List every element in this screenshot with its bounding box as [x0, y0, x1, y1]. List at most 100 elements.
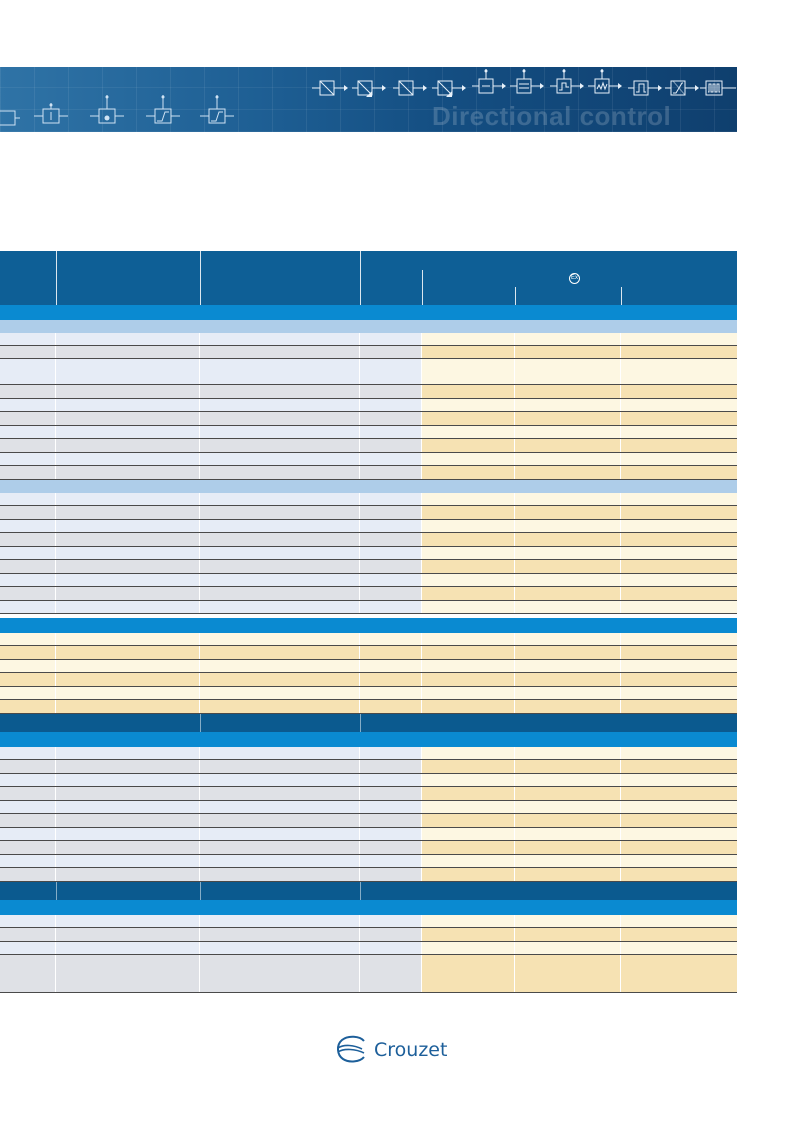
table-cell: [422, 453, 515, 465]
table-cell: [200, 346, 360, 358]
table-cell: [621, 560, 737, 573]
table-cell: [422, 466, 515, 479]
table-cell: [0, 547, 56, 559]
wave-symbol-icon: [588, 69, 624, 97]
table-cell: [0, 506, 56, 519]
table-cell: [200, 673, 360, 686]
table-row: [0, 601, 737, 614]
table-row: [0, 760, 737, 774]
table-cell: [422, 774, 515, 786]
sensor-symbol-icon: [510, 69, 546, 97]
table-cell: [360, 747, 422, 759]
crouzet-logo-icon: [337, 1035, 365, 1063]
table-cell: [360, 760, 422, 773]
table-cell: [360, 855, 422, 867]
table-cell: [200, 787, 360, 800]
table-cell: [200, 399, 360, 411]
table-row: [0, 855, 737, 868]
section-header: [0, 732, 737, 747]
table-row: [0, 560, 737, 574]
table-row: [0, 787, 737, 801]
table-cell: [200, 855, 360, 867]
table-row: [0, 359, 737, 385]
table-cell: [200, 412, 360, 425]
table-cell: [56, 587, 200, 600]
table-cell: [515, 646, 621, 659]
table-body-block: [0, 333, 737, 480]
table-cell: [0, 942, 56, 954]
table-cell: [422, 533, 515, 546]
table-cell: [56, 646, 200, 659]
table-cell: [621, 601, 737, 613]
table-cell: [200, 801, 360, 813]
table-row: [0, 660, 737, 673]
table-body-block: [0, 493, 737, 614]
table-cell: [200, 660, 360, 672]
table-cell: [621, 520, 737, 532]
table-cell: [422, 828, 515, 840]
table-cell: [621, 841, 737, 854]
table-cell: [515, 385, 621, 398]
table-cell: [360, 687, 422, 699]
table-cell: [621, 646, 737, 659]
table-row: [0, 915, 737, 928]
table-cell: [360, 633, 422, 645]
table-cell: [422, 506, 515, 519]
table-cell: [200, 760, 360, 773]
table-cell: [0, 955, 56, 992]
table-row: [0, 466, 737, 480]
table-cell: [515, 868, 621, 881]
header-divider: [621, 287, 622, 305]
table-cell: [0, 814, 56, 827]
table-cell: [360, 646, 422, 659]
table-cell: [0, 385, 56, 398]
table-cell: [515, 774, 621, 786]
table-cell: [0, 346, 56, 358]
table-cell: [56, 700, 200, 713]
table-cell: [0, 453, 56, 465]
table-cell: [621, 574, 737, 586]
table-cell: [200, 506, 360, 519]
table-cell: [56, 747, 200, 759]
table-cell: [422, 868, 515, 881]
table-row: [0, 955, 737, 993]
table-cell: [200, 560, 360, 573]
table-cell: [56, 687, 200, 699]
valve-arrow-symbol-icon: [432, 79, 468, 99]
table-cell: [515, 439, 621, 452]
table-cell: [515, 814, 621, 827]
table-cell: [200, 520, 360, 532]
table-cell: [200, 700, 360, 713]
table-cell: [422, 587, 515, 600]
table-row: [0, 346, 737, 359]
table-cell: [0, 855, 56, 867]
table-row: [0, 547, 737, 560]
temperature-symbol-icon: [90, 95, 124, 127]
table-cell: [515, 453, 621, 465]
table-cell: [56, 399, 200, 411]
table-cell: [360, 660, 422, 672]
table-cell: [0, 646, 56, 659]
table-cell: [56, 928, 200, 941]
table-cell: [515, 700, 621, 713]
table-cell: [422, 814, 515, 827]
brand-name: Crouzet: [374, 1039, 448, 1061]
section-dark-header: [0, 882, 737, 900]
ramp-diagonal-symbol-icon: [665, 79, 701, 97]
section-header: [0, 900, 737, 915]
table-cell: [422, 801, 515, 813]
banner-grid-pattern: [0, 67, 737, 132]
header-divider: [360, 714, 361, 732]
table-cell: [360, 426, 422, 438]
table-cell: [200, 385, 360, 398]
table-cell: [422, 399, 515, 411]
table-cell: [621, 399, 737, 411]
section-header: [0, 305, 737, 320]
table-cell: [0, 439, 56, 452]
sub-section-header: [0, 320, 737, 333]
table-cell: [56, 828, 200, 840]
table-cell: [56, 942, 200, 954]
valve-arrow-symbol-icon: [352, 79, 388, 99]
table-cell: [200, 646, 360, 659]
table-cell: [56, 466, 200, 479]
